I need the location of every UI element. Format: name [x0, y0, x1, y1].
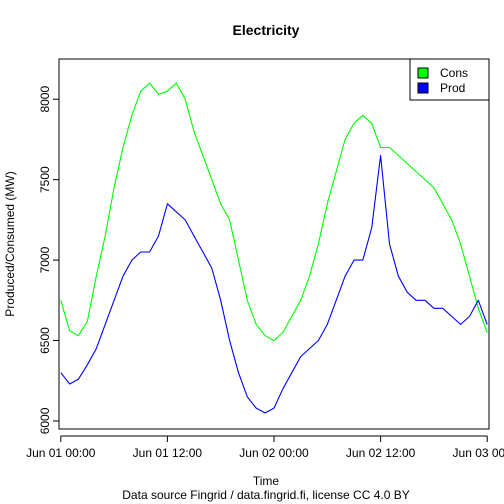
y-tick-label: 8000 — [38, 86, 52, 113]
x-axis: Jun 01 00:00 Jun 01 12:00 Jun 02 00:00 Jun … — [26, 435, 504, 460]
legend-swatch — [417, 67, 429, 79]
x-axis-label: Time — [253, 474, 280, 488]
y-tick-label: 6000 — [38, 407, 52, 434]
y-axis: 6000 6500 7000 7500 8000 — [38, 86, 59, 434]
x-tick-label: Jun 02 12:00 — [346, 446, 416, 460]
series-line-cons — [60, 82, 488, 342]
legend-label: Cons — [440, 66, 468, 80]
chart-title: Electricity — [233, 22, 300, 38]
y-axis-label: Produced/Consumed (MW) — [3, 171, 17, 316]
series-line-prod — [60, 154, 488, 414]
data-source-caption: Data source Fingrid / data.fingrid.fi, l… — [122, 488, 409, 502]
y-tick-label: 7500 — [38, 166, 52, 193]
x-tick-label: Jun 01 12:00 — [133, 446, 203, 460]
series-layer — [60, 82, 488, 414]
x-tick-label: Jun 02 00:00 — [239, 446, 309, 460]
legend-swatch — [417, 82, 429, 94]
x-tick-label: Jun 01 00:00 — [26, 446, 96, 460]
legend-label: Prod — [440, 81, 465, 95]
x-tick-label: Jun 03 00:00 — [453, 446, 504, 460]
plot-frame — [58, 58, 490, 430]
y-tick-label: 7000 — [38, 246, 52, 273]
y-tick-label: 6500 — [38, 327, 52, 354]
